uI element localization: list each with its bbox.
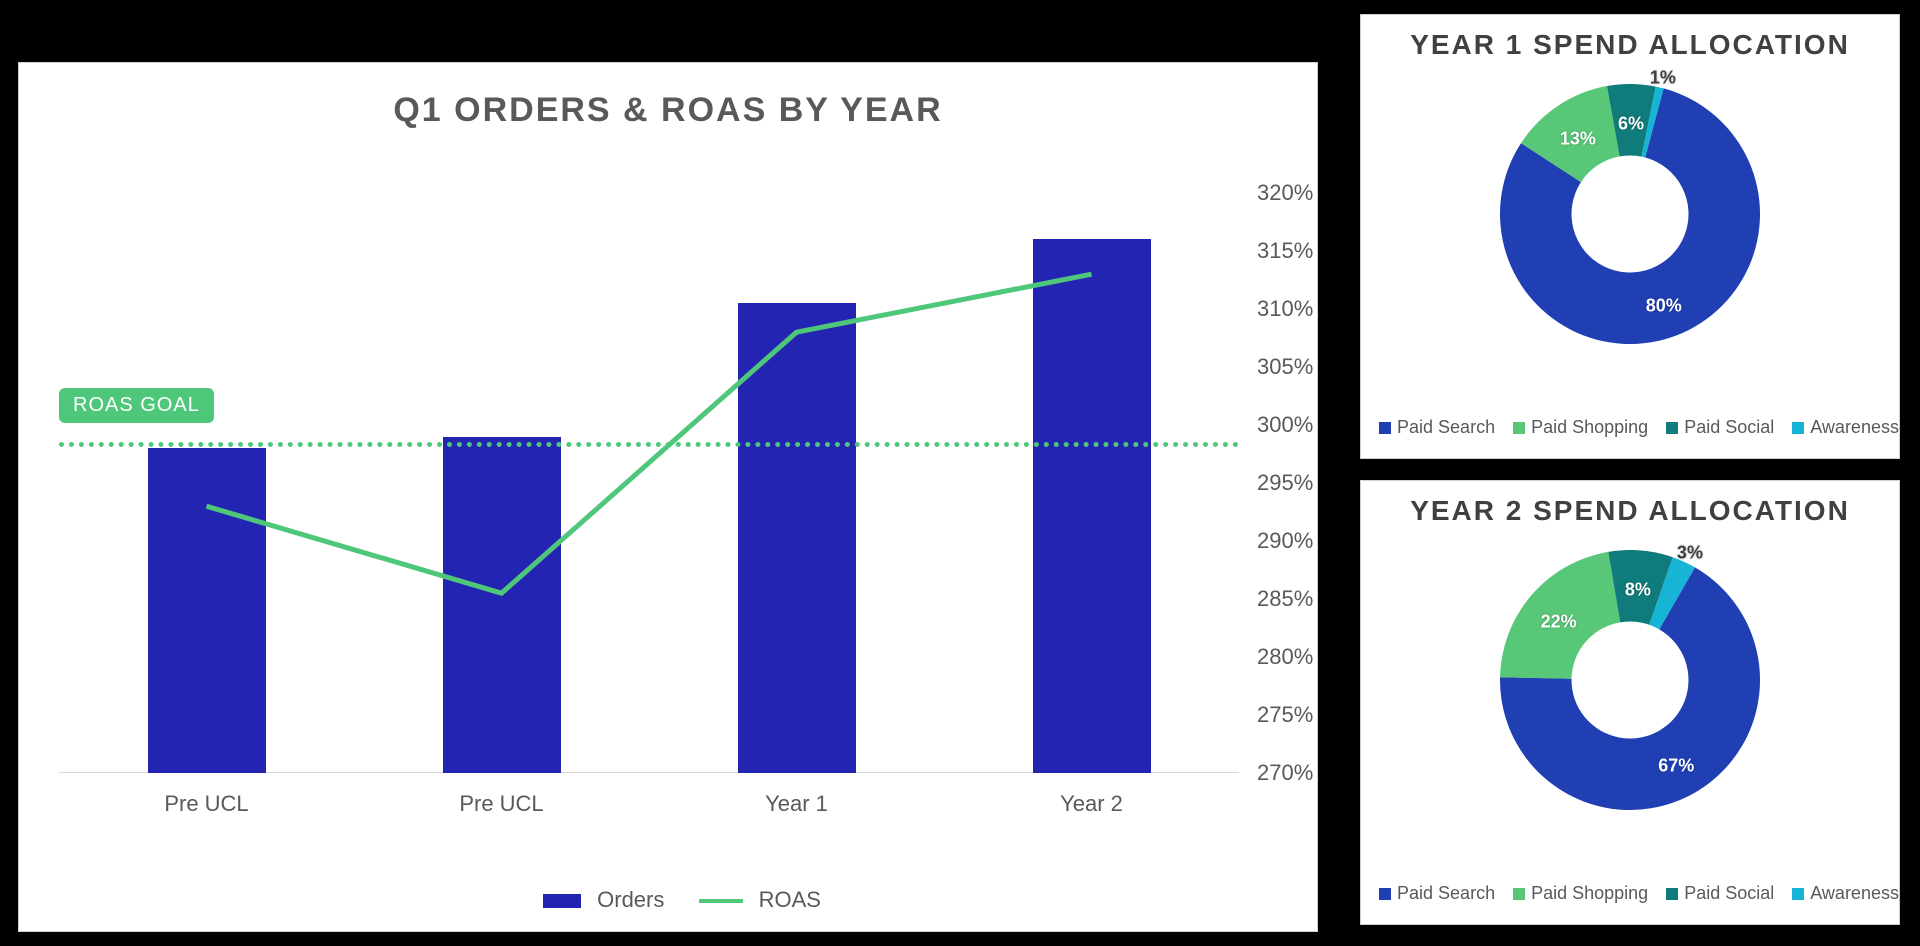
y-tick-label: 285% xyxy=(1257,586,1313,612)
year2-donut-plot: 67% 22% 8% 3% xyxy=(1361,535,1899,855)
legend-label: Paid Social xyxy=(1684,417,1774,437)
y-tick-label: 320% xyxy=(1257,180,1313,206)
legend-swatch xyxy=(1379,422,1391,434)
legend-label: Paid Shopping xyxy=(1531,883,1648,903)
y-tick-label: 300% xyxy=(1257,412,1313,438)
legend-swatch xyxy=(1666,422,1678,434)
dashboard-stage: Q1 ORDERS & ROAS BY YEAR 270%275%280%285… xyxy=(0,0,1920,946)
x-category-label: Year 1 xyxy=(727,791,867,817)
legend-swatch xyxy=(1513,422,1525,434)
year1-donut-legend: Paid Search Paid Shopping Paid Social Aware… xyxy=(1361,417,1899,438)
y-tick-label: 305% xyxy=(1257,354,1313,380)
year1-donut-plot: 80% 13% 6% 1% xyxy=(1361,69,1899,389)
legend-label: Awareness xyxy=(1810,883,1899,903)
legend-label-orders: Orders xyxy=(597,887,664,912)
donut-slice-label: 67% xyxy=(1658,756,1694,777)
legend-label: Paid Search xyxy=(1397,883,1495,903)
donut-slice-label: 22% xyxy=(1541,612,1577,633)
orders-roas-legend: Orders ROAS xyxy=(19,887,1317,913)
donut-slice-label: 3% xyxy=(1677,543,1703,564)
year1-spend-title: YEAR 1 SPEND ALLOCATION xyxy=(1361,29,1899,61)
donut-svg xyxy=(1485,535,1775,825)
y-tick-label: 275% xyxy=(1257,702,1313,728)
donut-slice-label: 8% xyxy=(1625,580,1651,601)
legend-swatch xyxy=(1513,888,1525,900)
donut-slice-label: 80% xyxy=(1646,295,1682,316)
y-tick-label: 310% xyxy=(1257,296,1313,322)
donut-slice-label: 6% xyxy=(1618,113,1644,134)
y-tick-label: 290% xyxy=(1257,528,1313,554)
legend-swatch xyxy=(1379,888,1391,900)
year2-spend-title: YEAR 2 SPEND ALLOCATION xyxy=(1361,495,1899,527)
x-category-label: Pre UCL xyxy=(137,791,277,817)
legend-label: Paid Search xyxy=(1397,417,1495,437)
legend-label: Paid Social xyxy=(1684,883,1774,903)
legend-label: Paid Shopping xyxy=(1531,417,1648,437)
orders-roas-chart-panel: Q1 ORDERS & ROAS BY YEAR 270%275%280%285… xyxy=(18,62,1318,932)
roas-line xyxy=(207,274,1092,593)
y-tick-label: 315% xyxy=(1257,238,1313,264)
legend-label-roas: ROAS xyxy=(759,887,821,912)
x-category-label: Pre UCL xyxy=(432,791,572,817)
y-tick-label: 280% xyxy=(1257,644,1313,670)
orders-roas-plot-area: 270%275%280%285%290%295%300%305%310%315%… xyxy=(59,193,1239,773)
legend-swatch xyxy=(1666,888,1678,900)
y-tick-label: 295% xyxy=(1257,470,1313,496)
roas-line-svg xyxy=(59,193,1239,773)
year2-donut-legend: Paid Search Paid Shopping Paid Social Aware… xyxy=(1361,883,1899,904)
donut-slice-label: 1% xyxy=(1650,67,1676,88)
year1-spend-panel: YEAR 1 SPEND ALLOCATION 80% 13% 6% 1% Paid … xyxy=(1360,14,1900,459)
donut-slice-label: 13% xyxy=(1560,129,1596,150)
orders-roas-chart-title: Q1 ORDERS & ROAS BY YEAR xyxy=(19,91,1317,130)
y-tick-label: 270% xyxy=(1257,760,1313,786)
x-category-label: Year 2 xyxy=(1022,791,1162,817)
legend-swatch xyxy=(1792,422,1804,434)
legend-swatch-orders xyxy=(543,894,581,908)
legend-swatch xyxy=(1792,888,1804,900)
year2-spend-panel: YEAR 2 SPEND ALLOCATION 67% 22% 8% 3% Paid … xyxy=(1360,480,1900,925)
legend-swatch-roas xyxy=(699,899,743,903)
legend-label: Awareness xyxy=(1810,417,1899,437)
